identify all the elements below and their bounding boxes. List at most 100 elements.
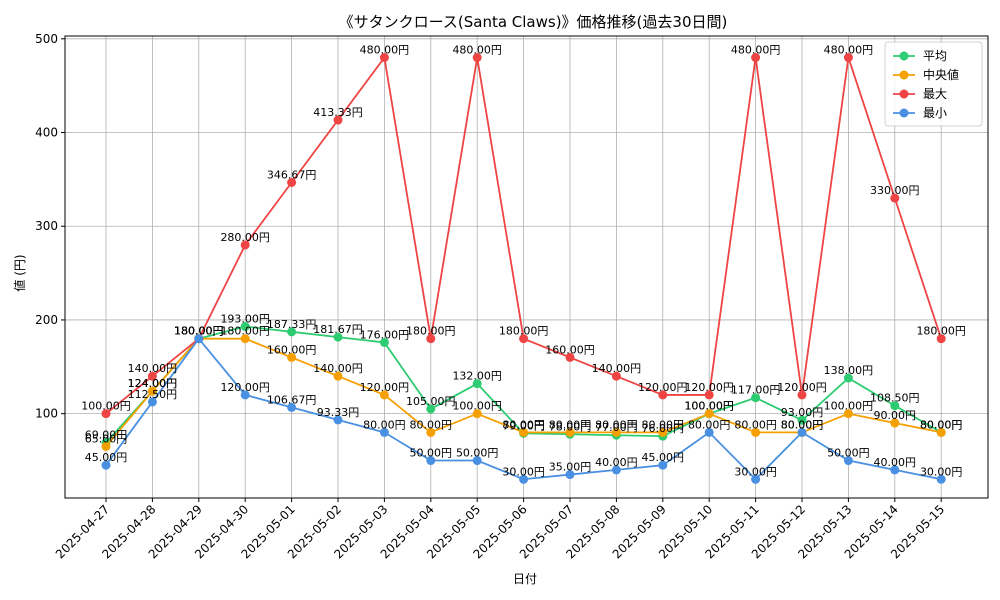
data-label: 30.00円 xyxy=(920,465,963,478)
data-labels: 69.00円124.00円180.00円193.00円187.33円181.67… xyxy=(81,44,966,479)
data-point xyxy=(472,53,482,63)
data-point xyxy=(101,441,111,451)
data-point xyxy=(890,193,900,203)
data-point xyxy=(936,334,946,344)
data-label: 413.33円 xyxy=(313,106,363,119)
data-point xyxy=(426,456,436,466)
data-point xyxy=(611,371,621,381)
data-label: 176.00円 xyxy=(360,328,410,341)
x-axis-ticks: 2025-04-272025-04-282025-04-292025-04-30… xyxy=(53,498,947,561)
data-label: 69.00円 xyxy=(85,429,128,442)
legend-entry: 最大 xyxy=(923,87,947,101)
data-point xyxy=(240,390,250,400)
legend-entry: 中央値 xyxy=(923,67,959,82)
data-label: 30.00円 xyxy=(502,465,545,478)
data-label: 180.00円 xyxy=(916,325,966,338)
data-label: 80.00円 xyxy=(410,418,453,431)
data-point xyxy=(101,460,111,470)
data-label: 112.50円 xyxy=(128,388,178,401)
data-label: 140.00円 xyxy=(128,362,178,375)
data-label: 180.00円 xyxy=(174,325,224,338)
data-label: 120.00円 xyxy=(360,381,410,394)
data-point xyxy=(379,427,389,437)
data-point xyxy=(936,474,946,484)
data-point xyxy=(519,474,529,484)
data-point xyxy=(611,465,621,475)
data-point xyxy=(565,427,575,437)
data-point xyxy=(147,397,157,407)
data-point xyxy=(704,390,714,400)
data-label: 193.00円 xyxy=(220,313,270,326)
data-point xyxy=(240,240,250,250)
data-label: 480.00円 xyxy=(452,44,502,57)
data-label: 40.00円 xyxy=(874,456,917,469)
data-point xyxy=(658,460,668,470)
data-label: 78.00円 xyxy=(549,420,592,433)
data-point xyxy=(843,456,853,466)
data-label: 76.00円 xyxy=(642,422,685,435)
data-point xyxy=(147,386,157,396)
data-label: 80.00円 xyxy=(642,418,685,431)
data-label: 120.00円 xyxy=(220,381,270,394)
data-point xyxy=(936,427,946,437)
y-tick-label: 300 xyxy=(35,219,58,233)
data-point xyxy=(426,334,436,344)
data-label: 480.00円 xyxy=(731,44,781,57)
data-label: 187.33円 xyxy=(267,318,317,331)
data-point xyxy=(472,379,482,389)
data-label: 180.00円 xyxy=(406,325,456,338)
data-label: 120.00円 xyxy=(684,381,734,394)
data-point xyxy=(287,352,297,362)
data-label: 80.00円 xyxy=(549,418,592,431)
data-label: 180.00円 xyxy=(499,325,549,338)
data-point xyxy=(519,334,529,344)
data-label: 80.00円 xyxy=(595,418,638,431)
data-label: 280.00円 xyxy=(220,231,270,244)
data-label: 480.00円 xyxy=(824,44,874,57)
data-point xyxy=(472,409,482,419)
data-label: 140.00円 xyxy=(313,362,363,375)
data-label: 80.00円 xyxy=(688,418,731,431)
data-label: 77.00円 xyxy=(595,421,638,434)
data-point xyxy=(287,402,297,412)
data-label: 124.00円 xyxy=(128,377,178,390)
data-point xyxy=(240,334,250,344)
data-label: 90.00円 xyxy=(874,409,917,422)
data-label: 105.00円 xyxy=(406,395,456,408)
data-label: 180.00円 xyxy=(220,325,270,338)
data-point xyxy=(287,327,297,337)
data-point xyxy=(519,427,529,437)
data-label: 100.00円 xyxy=(824,400,874,413)
data-label: 181.67円 xyxy=(313,323,363,336)
data-label: 30.00円 xyxy=(734,465,777,478)
data-point xyxy=(379,390,389,400)
data-label: 180.00円 xyxy=(174,325,224,338)
data-point xyxy=(333,332,343,342)
data-label: 45.00円 xyxy=(85,451,128,464)
data-point xyxy=(843,53,853,63)
data-point xyxy=(890,418,900,428)
chart-title: 《サタンクロース(Santa Claws)》価格推移(過去30日間) xyxy=(339,13,728,31)
data-point xyxy=(333,415,343,425)
x-axis-label: 日付 xyxy=(513,572,537,586)
data-point xyxy=(751,393,761,403)
data-label: 50.00円 xyxy=(456,447,499,460)
data-point xyxy=(843,373,853,383)
data-point xyxy=(333,371,343,381)
data-point xyxy=(797,390,807,400)
legend-entry: 平均 xyxy=(923,49,947,63)
data-point xyxy=(565,352,575,362)
data-label: 50.00円 xyxy=(827,447,870,460)
data-label: 45.00円 xyxy=(642,451,685,464)
data-point xyxy=(751,474,761,484)
data-label: 80.00円 xyxy=(781,418,824,431)
legend-entry: 最小 xyxy=(923,106,947,120)
y-axis-label: 値 (円) xyxy=(12,254,27,291)
data-point xyxy=(565,470,575,480)
y-tick-label: 100 xyxy=(35,407,58,421)
data-label: 65.00円 xyxy=(85,432,128,445)
data-label: 330.00円 xyxy=(870,184,920,197)
data-label: 80.00円 xyxy=(920,418,963,431)
legend-marker xyxy=(899,51,909,61)
